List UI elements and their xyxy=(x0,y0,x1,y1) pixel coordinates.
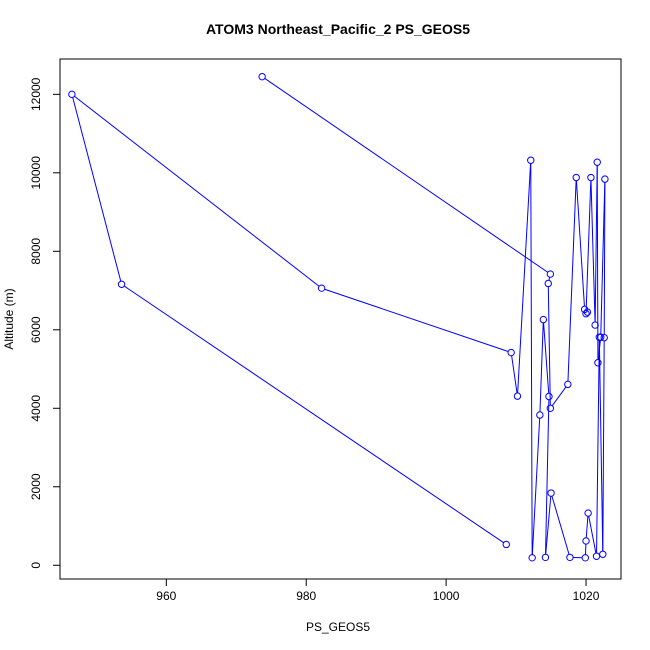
series-segment xyxy=(590,180,596,322)
y-tick-label: 12000 xyxy=(29,77,43,111)
y-tick-label: 0 xyxy=(29,562,43,569)
y-axis: 0 2000 4000 6000 8000 10000 12000 xyxy=(29,77,60,569)
data-point xyxy=(258,72,266,81)
series-segment xyxy=(530,163,533,555)
data-point xyxy=(317,284,326,292)
y-tick-label: 6000 xyxy=(29,316,43,343)
data-point xyxy=(566,553,574,562)
series-segment xyxy=(531,418,541,555)
data-point xyxy=(587,173,595,182)
data-point xyxy=(581,554,590,562)
x-tick-label: 960 xyxy=(156,589,176,603)
data-point xyxy=(592,552,601,560)
series-segment xyxy=(600,182,606,335)
series-segment xyxy=(539,322,544,412)
y-axis-label: Altitude (m) xyxy=(2,288,16,349)
data-point xyxy=(536,411,544,419)
data-point xyxy=(528,554,536,562)
series-segment xyxy=(596,165,599,360)
data-point xyxy=(564,380,572,389)
data-point xyxy=(584,509,592,517)
series-segment xyxy=(123,285,504,544)
data-point xyxy=(594,359,602,367)
series-segment xyxy=(596,340,600,554)
data-point xyxy=(513,392,522,400)
data-point xyxy=(582,537,590,545)
series-segment xyxy=(547,286,551,406)
series-segment xyxy=(324,288,509,352)
series-segment xyxy=(588,516,597,554)
data-point xyxy=(546,404,555,412)
series-segment xyxy=(575,180,585,307)
data-point xyxy=(583,308,592,316)
y-tick-label: 2000 xyxy=(29,473,43,500)
data-point xyxy=(539,315,548,324)
series-segment xyxy=(598,340,604,552)
series-segment xyxy=(545,399,550,555)
data-point xyxy=(572,173,580,182)
data-point xyxy=(502,540,510,549)
data-point xyxy=(600,333,608,342)
data-point xyxy=(545,392,553,401)
data-point xyxy=(582,310,590,318)
series-segment xyxy=(567,180,577,382)
chart-title: ATOM3 Northeast_Pacific_2 PS_GEOS5 xyxy=(206,21,470,37)
data-point xyxy=(527,156,535,164)
y-tick-label: 4000 xyxy=(29,395,43,422)
series-segment xyxy=(517,163,532,393)
x-axis-label: PS_GEOS5 xyxy=(306,620,370,634)
data-point xyxy=(601,175,609,183)
y-tick-label: 10000 xyxy=(29,156,43,190)
series-segment xyxy=(585,516,589,538)
series-segment xyxy=(511,355,518,394)
series-segment xyxy=(603,182,606,335)
series-segment xyxy=(548,277,551,281)
series-segment xyxy=(72,97,122,282)
x-tick-label: 1000 xyxy=(433,589,460,603)
x-tick-label: 1020 xyxy=(573,589,600,603)
series-segment xyxy=(545,496,552,555)
x-tick-label: 980 xyxy=(296,589,316,603)
data-point xyxy=(546,270,555,278)
data-point xyxy=(595,333,604,341)
data-point xyxy=(541,553,550,562)
series-segment xyxy=(602,340,605,552)
series-segment xyxy=(585,180,592,311)
series-segment xyxy=(74,95,320,287)
y-tick-label: 8000 xyxy=(29,238,43,265)
x-axis: 960 980 1000 1020 xyxy=(156,579,600,603)
data-point xyxy=(507,348,515,357)
series-segment xyxy=(551,386,567,406)
data-point xyxy=(68,90,76,99)
series-layer xyxy=(68,72,609,562)
series-segment xyxy=(551,495,570,555)
data-point xyxy=(544,279,552,288)
data-point xyxy=(547,489,555,497)
series-segment xyxy=(543,322,550,394)
plot-frame xyxy=(59,58,622,580)
data-point xyxy=(593,158,601,166)
data-point xyxy=(591,321,599,329)
series-segment xyxy=(264,78,548,273)
data-point xyxy=(117,280,126,288)
